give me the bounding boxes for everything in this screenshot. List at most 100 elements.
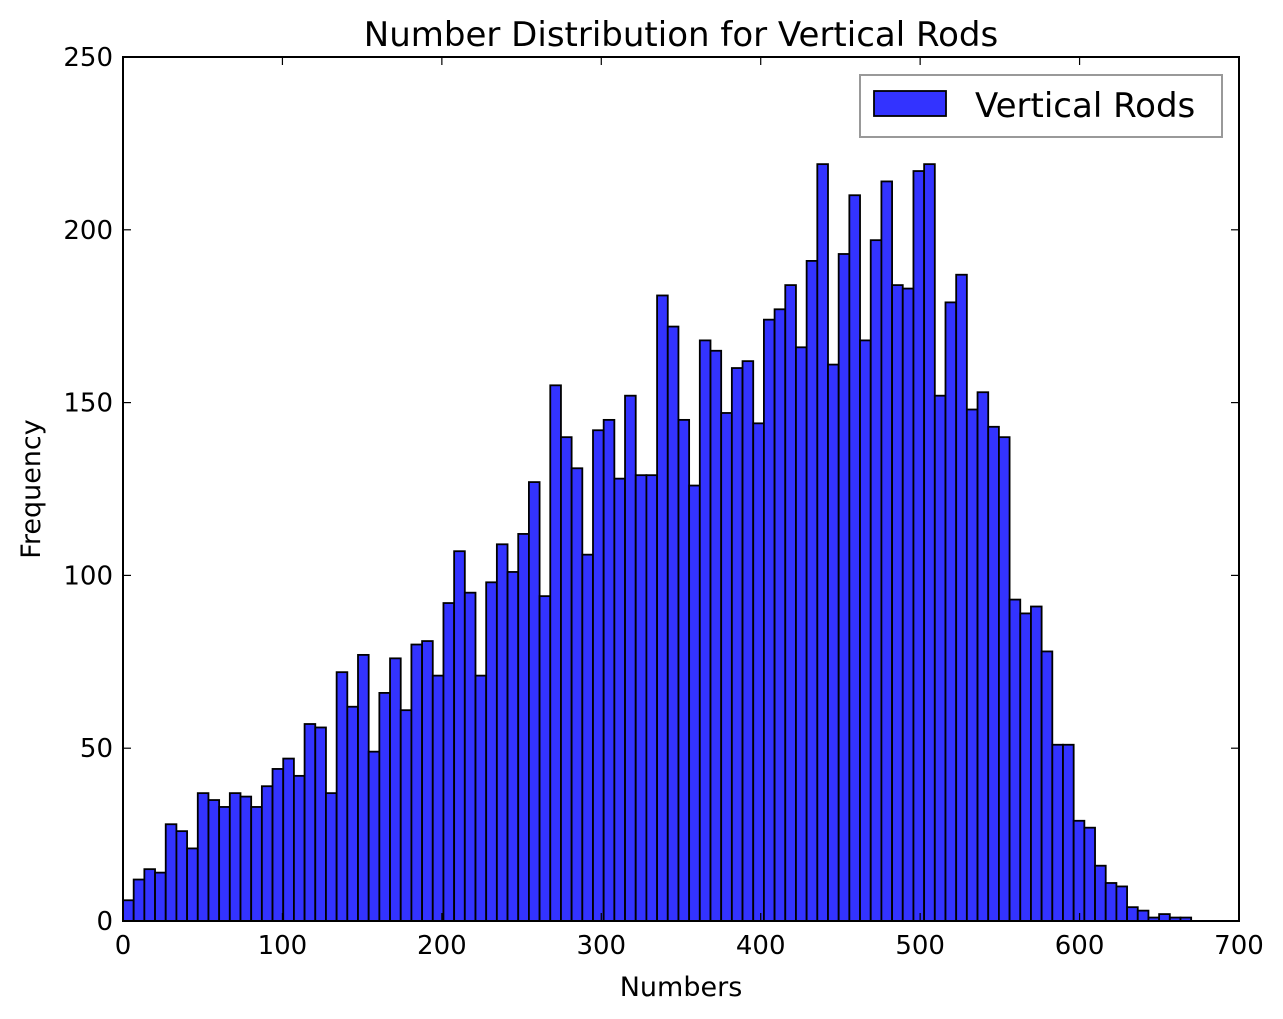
legend-entry-vertical-rods: Vertical Rods: [975, 86, 1195, 126]
histogram-bar: [816, 163, 829, 922]
chart-title: Number Distribution for Vertical Rods: [364, 15, 998, 55]
x-tick-label: 200: [417, 931, 467, 961]
histogram-bar: [923, 163, 936, 922]
histogram-bar: [250, 806, 263, 922]
histogram-bar: [859, 339, 872, 922]
histogram-bar: [698, 339, 712, 922]
histogram-bar: [624, 394, 637, 922]
histogram-bar: [944, 301, 958, 922]
histogram-bar: [293, 774, 306, 922]
histogram-bar: [1019, 612, 1032, 922]
histogram-bar: [410, 643, 423, 922]
histogram-bar: [634, 474, 648, 922]
histogram-bar: [421, 640, 434, 922]
histogram-bar: [463, 591, 477, 922]
x-tick-labels: 0 100 200 300 400 500 600 700: [115, 931, 1264, 961]
histogram-bar: [260, 785, 274, 922]
histogram-bar: [645, 474, 658, 922]
histogram-bar: [517, 533, 530, 922]
histogram-bar: [805, 260, 819, 922]
histogram-bar: [688, 484, 701, 922]
histogram-bar: [175, 830, 188, 922]
histogram-bar: [1008, 598, 1022, 922]
histogram-bar: [453, 550, 466, 922]
histogram-bar: [122, 899, 135, 922]
histogram-bar: [143, 868, 156, 922]
histogram-bar: [666, 325, 680, 922]
y-tick-label: 50: [80, 734, 113, 764]
histogram-bar: [773, 308, 787, 922]
histogram-bar: [207, 799, 221, 922]
histogram-bar: [1072, 819, 1086, 922]
histogram-bar: [196, 792, 210, 922]
histogram-bar: [239, 795, 253, 922]
y-tick-label: 250: [63, 43, 113, 73]
legend-swatch: [873, 90, 947, 117]
histogram-bar: [1136, 909, 1150, 922]
histogram-bar: [218, 806, 231, 922]
histogram-bar: [1083, 826, 1096, 922]
histogram-bar: [314, 726, 327, 922]
x-tick-label: 400: [736, 931, 786, 961]
histogram-bar: [987, 425, 1000, 922]
histogram-bar: [570, 467, 584, 922]
histogram-bar: [581, 553, 594, 922]
histogram-bar: [891, 284, 904, 922]
y-tick-label: 150: [63, 389, 113, 419]
histogram-bar: [976, 391, 990, 922]
histogram-bar: [389, 657, 402, 922]
histogram-bar: [228, 792, 242, 922]
histogram-bar: [282, 757, 295, 922]
histogram-bar: [1051, 743, 1064, 922]
histogram-bar: [1158, 913, 1171, 922]
histogram-bar: [399, 709, 413, 922]
histogram-bar: [271, 768, 285, 922]
histogram-bar: [912, 170, 926, 922]
histogram-bar: [730, 367, 744, 922]
histogram-bar: [613, 477, 626, 922]
histogram-bar: [1040, 650, 1054, 922]
histogram-bar: [1030, 605, 1043, 922]
histogram-bar: [186, 847, 199, 922]
x-tick-label: 500: [895, 931, 945, 961]
histogram-bar: [837, 253, 851, 922]
histogram-bar: [495, 543, 509, 922]
histogram-bar: [325, 792, 338, 922]
histogram-bar: [154, 871, 167, 922]
histogram-bar: [528, 481, 541, 922]
y-tick-label: 100: [63, 561, 113, 591]
y-tick-labels: 0 50 100 150 200 250: [63, 43, 113, 937]
histogram-bar: [1062, 743, 1075, 922]
histogram-bar: [752, 422, 765, 922]
histogram-bar: [955, 273, 968, 922]
histogram-bar: [998, 436, 1011, 922]
histogram-bar: [933, 394, 947, 922]
x-tick-label: 100: [258, 931, 308, 961]
histogram-bar: [592, 429, 605, 922]
x-axis-label: Numbers: [620, 972, 743, 1003]
histogram-bar: [1104, 882, 1118, 922]
histogram-bar: [560, 436, 573, 922]
histogram-bar: [848, 194, 861, 922]
histogram-bar: [506, 571, 520, 922]
x-tick-label: 300: [576, 931, 626, 961]
histogram-bar: [656, 294, 669, 922]
histogram-bar: [741, 360, 755, 922]
histogram-bar: [1115, 885, 1128, 922]
histogram-bar: [357, 653, 370, 922]
histogram-bar: [677, 418, 691, 922]
histogram-bar: [485, 581, 498, 922]
plot-frame: [122, 56, 1240, 922]
histogram-bars: [122, 163, 1193, 922]
histogram-bar: [827, 363, 840, 922]
histogram-bar: [795, 346, 808, 922]
y-axis-label: Frequency: [16, 419, 47, 559]
histogram-bar: [709, 349, 723, 922]
histogram-bar: [763, 318, 776, 922]
histogram-bar: [1126, 906, 1139, 922]
y-tick-label: 200: [63, 216, 113, 246]
x-tick-label: 700: [1214, 931, 1264, 961]
histogram-bar: [784, 284, 797, 922]
